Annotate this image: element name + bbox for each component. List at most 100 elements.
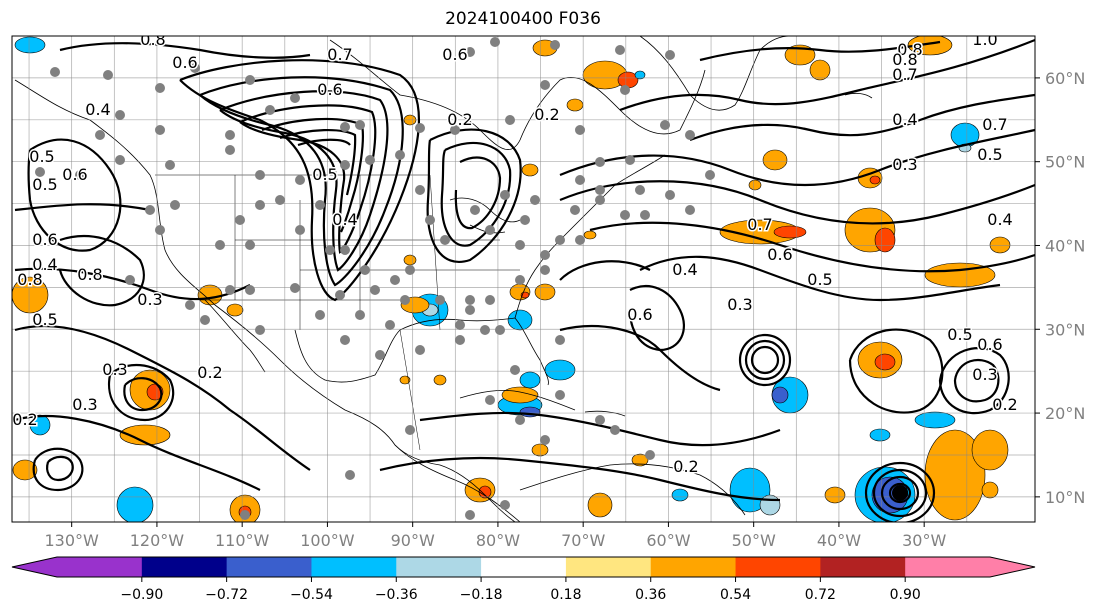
shaded-anomaly-patch	[989, 236, 1011, 254]
contour-value-label: 0.4	[987, 210, 1012, 229]
station-dot	[155, 225, 165, 235]
station-dot	[290, 283, 300, 293]
station-dot	[540, 250, 550, 260]
station-dot	[355, 310, 365, 320]
shaded-anomaly-patch	[119, 424, 171, 446]
colorbar-tick-label: 0.36	[635, 587, 666, 603]
contour-line	[14, 324, 311, 471]
station-dot	[235, 215, 245, 225]
contour-line	[738, 333, 792, 387]
contour-value-label: 0.5	[32, 175, 57, 194]
station-dot	[255, 325, 265, 335]
x-tick-label: 130°W	[44, 531, 99, 550]
station-dot	[465, 305, 475, 315]
shaded-anomaly-patch	[587, 492, 613, 518]
shaded-anomaly-patch	[29, 414, 51, 436]
coastline-segment	[329, 39, 706, 151]
station-dot	[620, 85, 630, 95]
contour-value-label: 0.8	[77, 265, 102, 284]
station-dot	[550, 40, 560, 50]
station-dot	[645, 450, 655, 460]
y-tick-label: 60°N	[1045, 69, 1085, 88]
shaded-anomaly-patch	[12, 276, 49, 314]
station-dot	[540, 435, 550, 445]
x-tick-label: 100°W	[300, 531, 355, 550]
contour-line	[699, 40, 941, 62]
contour-line	[880, 475, 920, 511]
contour-line	[744, 339, 786, 381]
latitude-tick-labels: 60°N 50°N 40°N 30°N 20°N 10°N	[1035, 69, 1085, 507]
colorbar-swatch	[481, 557, 567, 577]
colorbar-swatch	[905, 557, 991, 577]
station-dot	[435, 295, 445, 305]
longitude-tick-labels: 130°W 120°W 110°W 100°W 90°W 80°W 70°W 60°W 50°W…	[44, 522, 946, 550]
station-dot	[440, 235, 450, 245]
station-dot	[370, 285, 380, 295]
shaded-anomaly-patch	[531, 443, 549, 457]
contour-value-label: 0.6	[172, 53, 197, 72]
contour-line	[440, 141, 512, 247]
station-dot	[500, 500, 510, 510]
station-dot	[485, 295, 495, 305]
contour-value-label: 0.5	[767, 20, 792, 39]
contour-value-label: 0.6	[977, 335, 1002, 354]
shaded-anomaly-patch	[773, 225, 807, 239]
shaded-anomaly-patch	[566, 98, 584, 112]
shaded-anomaly-patch	[809, 59, 831, 81]
colorbar-swatch	[57, 557, 143, 577]
station-dot	[480, 325, 490, 335]
station-dot	[245, 285, 255, 295]
gridlines-layer	[12, 36, 1035, 522]
shaded-anomaly-patch	[874, 227, 896, 253]
contour-line	[279, 128, 357, 196]
contour-value-label: 0.2	[534, 105, 559, 124]
contour-value-label: 0.3	[72, 395, 97, 414]
station-dot	[295, 175, 305, 185]
x-tick-label: 90°W	[391, 531, 435, 550]
station-dot	[505, 115, 515, 125]
station-dot	[405, 265, 415, 275]
station-dot	[555, 235, 565, 245]
station-dot	[75, 170, 85, 180]
shaded-anomaly-patch	[907, 36, 953, 56]
station-dot	[245, 240, 255, 250]
colorbar-extend-low	[12, 557, 57, 577]
coastline-segment	[294, 317, 549, 386]
shaded-anomaly-patch	[971, 429, 1009, 471]
y-tick-label: 20°N	[1045, 404, 1085, 423]
contour-value-label: 0.6	[767, 245, 792, 264]
station-dot	[455, 335, 465, 345]
station-dot	[520, 215, 530, 225]
colorbar-tick-label: 0.18	[550, 587, 581, 603]
station-dot	[125, 275, 135, 285]
station-dot	[570, 205, 580, 215]
station-dot	[240, 510, 250, 520]
contour-line	[14, 414, 261, 491]
contour-value-label: 0.5	[32, 310, 57, 329]
shaded-anomaly-patch	[914, 411, 956, 429]
station-dot	[355, 120, 365, 130]
contour-value-label: 0.8	[892, 50, 917, 69]
station-dot	[540, 265, 550, 275]
station-dot	[50, 67, 60, 77]
contour-line	[864, 461, 936, 522]
station-dot	[485, 395, 495, 405]
station-dot	[340, 335, 350, 345]
colorbar-swatch	[396, 557, 482, 577]
station-dot	[495, 325, 505, 335]
coastline-segment	[394, 444, 516, 522]
station-dot	[425, 215, 435, 225]
shaded-anomaly-patch	[544, 359, 576, 381]
coastline-segment	[459, 390, 576, 411]
station-dot	[265, 105, 275, 115]
station-dot	[685, 205, 695, 215]
shaded-anomaly-patch	[116, 486, 154, 522]
contour-line	[628, 285, 685, 352]
colorbar-swatch	[226, 557, 312, 577]
shaded-anomaly-patch	[433, 374, 447, 386]
coastline-segment	[519, 463, 746, 516]
contour-value-label: 0.2	[992, 395, 1017, 414]
station-dot	[95, 130, 105, 140]
station-dot	[555, 335, 565, 345]
station-dot	[255, 170, 265, 180]
